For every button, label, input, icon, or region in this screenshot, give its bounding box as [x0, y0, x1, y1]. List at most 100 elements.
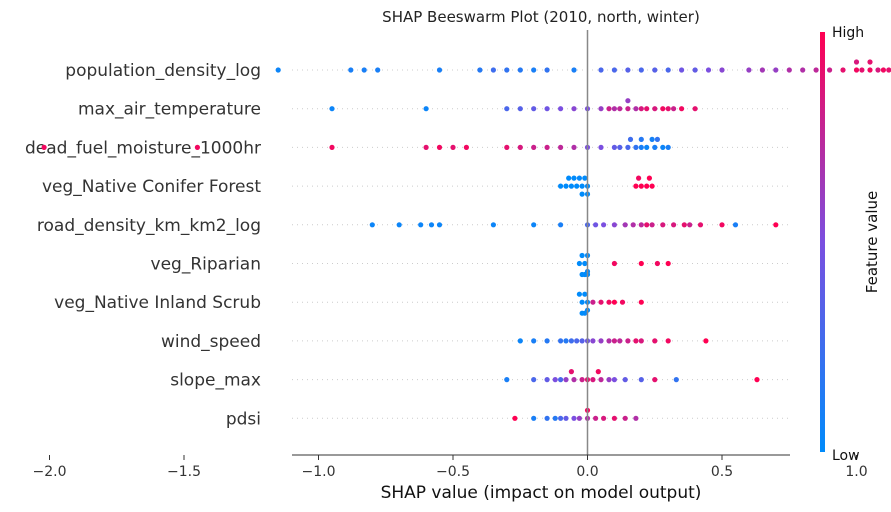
shap-point: [886, 67, 891, 73]
shap-point: [800, 67, 806, 73]
shap-point: [568, 369, 575, 375]
shap-point: [563, 377, 569, 383]
shap-point: [681, 222, 687, 228]
shap-point: [773, 222, 779, 228]
shap-point: [477, 67, 483, 73]
shap-point: [329, 106, 335, 112]
shap-point: [638, 183, 644, 189]
shap-point: [531, 222, 537, 228]
shap-point: [665, 106, 671, 112]
feature-label: population_density_log: [65, 61, 261, 81]
shap-point: [692, 106, 698, 112]
shap-point: [692, 67, 698, 73]
shap-point: [625, 106, 631, 112]
shap-point: [574, 183, 580, 189]
shap-point: [625, 98, 631, 104]
shap-point: [630, 222, 636, 228]
shap-point: [563, 338, 569, 344]
colorbar-high-label: High: [832, 25, 864, 41]
shap-point: [558, 338, 564, 344]
shap-point: [627, 136, 634, 142]
shap-point: [622, 377, 628, 383]
shap-point: [531, 144, 537, 150]
feature-rows: population_density_log max_air_temperatur…: [25, 61, 790, 429]
shap-point: [598, 67, 604, 73]
shap-point: [329, 144, 335, 150]
chart-title: SHAP Beeswarm Plot (2010, north, winter): [382, 8, 700, 26]
x-tick-label: −0.5: [436, 464, 470, 480]
shap-point: [633, 415, 639, 421]
shap-point: [705, 67, 712, 73]
shap-point: [579, 310, 585, 316]
shap-point: [671, 106, 677, 112]
shap-point: [619, 299, 626, 305]
x-tick-label: −1.0: [302, 464, 336, 480]
shap-point: [531, 338, 537, 344]
shap-point: [579, 183, 585, 189]
shap-point: [638, 67, 644, 73]
shap-point: [582, 291, 588, 297]
shap-point: [859, 67, 865, 73]
shap-point: [574, 338, 580, 344]
shap-point: [571, 144, 577, 150]
shap-point: [504, 377, 510, 383]
shap-point: [593, 415, 599, 421]
shap-point: [673, 377, 679, 383]
shap-point: [633, 106, 639, 112]
shap-point: [504, 144, 510, 150]
shap-point: [652, 377, 658, 383]
shap-point: [606, 377, 612, 383]
shap-point: [558, 377, 564, 383]
colorbar-label: Feature value: [863, 191, 881, 293]
shap-point: [660, 222, 666, 228]
shap-point: [732, 222, 739, 228]
shap-point: [703, 338, 709, 344]
shap-point: [638, 136, 644, 142]
shap-point: [423, 106, 429, 112]
shap-point: [517, 144, 523, 150]
feature-label: veg_Riparian: [151, 255, 261, 275]
x-tick-label: 0.0: [576, 464, 598, 480]
shap-point: [590, 299, 596, 305]
shap-point: [638, 222, 644, 228]
shap-point: [644, 183, 650, 189]
shap-point: [576, 175, 583, 181]
x-axis-label: SHAP value (impact on model output): [381, 483, 702, 503]
shap-point: [275, 67, 281, 73]
shap-point: [697, 222, 704, 228]
shap-point: [719, 222, 725, 228]
x-tick-label: −2.0: [33, 464, 67, 480]
feature-label: dead_fuel_moisture_1000hr: [25, 138, 261, 158]
shap-point: [617, 144, 623, 150]
shap-point: [369, 222, 375, 228]
shap-point: [638, 106, 644, 112]
shap-point: [638, 144, 644, 150]
shap-point: [625, 338, 631, 344]
shap-point: [423, 144, 429, 150]
shap-point: [611, 338, 618, 344]
shap-point: [611, 144, 618, 150]
shap-point: [652, 106, 658, 112]
shap-point: [428, 222, 435, 228]
shap-point: [436, 67, 443, 73]
shap-point: [644, 222, 650, 228]
feature-label: veg_Native Conifer Forest: [42, 177, 261, 197]
shap-point: [552, 415, 558, 421]
shap-point: [436, 222, 443, 228]
shap-point: [348, 67, 354, 73]
shap-point: [649, 136, 655, 142]
shap-point: [598, 338, 604, 344]
shap-point: [571, 67, 577, 73]
shap-point: [671, 222, 677, 228]
shap-point: [611, 377, 618, 383]
shap-point: [396, 222, 402, 228]
shap-point: [606, 106, 612, 112]
shap-point: [579, 252, 585, 259]
shap-point: [558, 222, 564, 228]
shap-point: [665, 260, 671, 267]
feature-label: pdsi: [226, 409, 261, 429]
shap-point: [660, 106, 666, 112]
shap-point: [598, 144, 604, 150]
shap-point: [563, 415, 569, 421]
